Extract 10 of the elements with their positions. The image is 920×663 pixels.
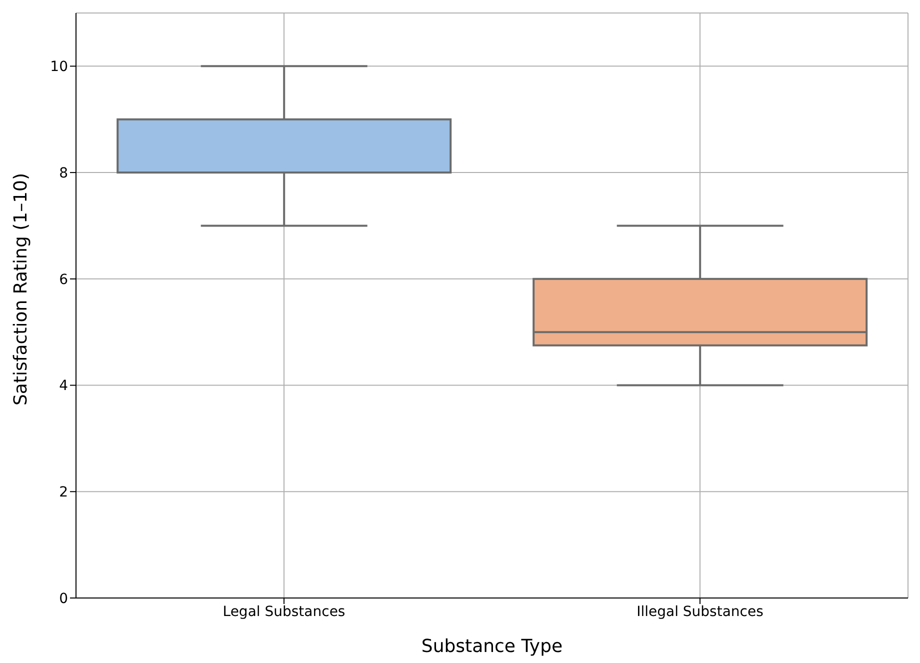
x-axis-title: Substance Type [421,636,563,657]
y-tick-label: 2 [59,484,68,501]
y-tick-label: 8 [59,166,68,182]
y-tick-label: 10 [50,59,68,76]
y-tick-label: 4 [59,378,68,394]
x-tick-label: Legal Substances [222,604,346,620]
y-tick-label: 0 [59,590,68,607]
x-tick-label: Illegal Substances [636,604,764,620]
y-tick-label: 6 [59,272,68,288]
y-axis-title: Satisfaction Rating (1–10) [10,172,32,406]
